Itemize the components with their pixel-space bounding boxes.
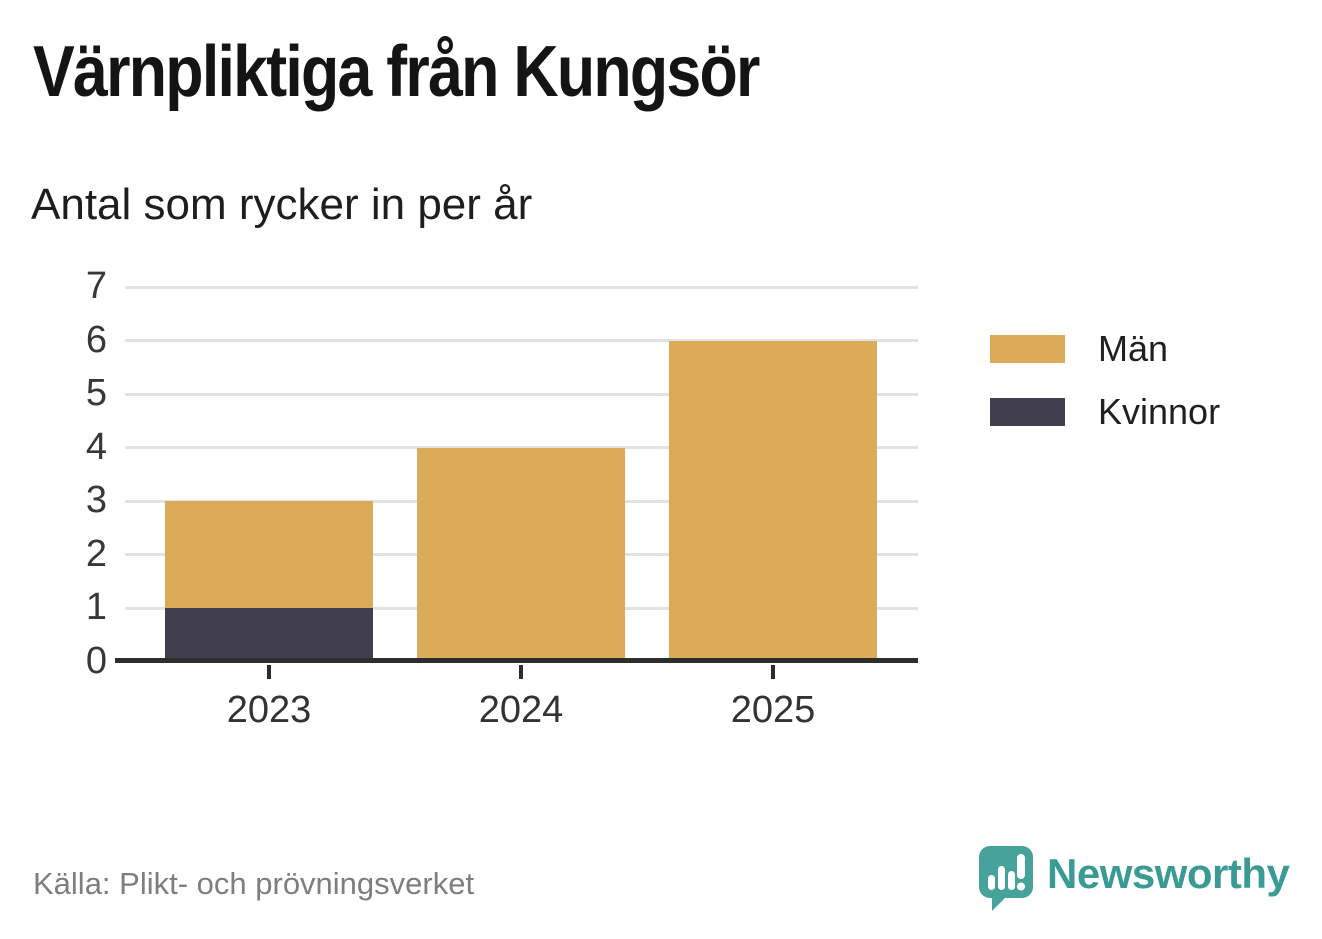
y-axis-labels: 0 1 2 3 4 5 6 7 [15, 267, 107, 680]
gridline [125, 392, 918, 396]
gridline [125, 339, 918, 343]
x-axis-label: 2025 [730, 689, 816, 731]
chart-subtitle: Antal som rycker in per år [31, 180, 533, 229]
x-axis-tick [771, 665, 775, 679]
legend-label: Män [1098, 328, 1169, 369]
plot-area: 2023 2024 2025 [115, 285, 918, 731]
legend-swatch [990, 398, 1065, 426]
legend-swatch [990, 335, 1065, 363]
bar-segment-män [165, 501, 373, 609]
bar-segment-män [669, 340, 877, 662]
newsworthy-brand: Newsworthy [978, 845, 1290, 912]
x-axis-tick [519, 665, 523, 679]
newsworthy-speech-bubble-bar-chart-icon [979, 846, 1033, 911]
y-axis-label: 1 [85, 586, 107, 629]
gridline [125, 285, 918, 289]
legend-item: Män [990, 331, 1220, 367]
bar-segment-män [417, 447, 625, 662]
y-axis-label: 5 [85, 372, 107, 415]
x-axis-label: 2023 [226, 689, 312, 731]
y-axis-label: 2 [85, 533, 107, 576]
y-axis-label: 6 [85, 318, 107, 361]
legend-item: Kvinnor [990, 394, 1220, 430]
y-axis-label: 7 [85, 265, 107, 308]
bar-segment-kvinnor [165, 608, 373, 662]
chart-title: Värnpliktiga från Kungsör [33, 32, 760, 112]
legend-label: Kvinnor [1098, 391, 1221, 432]
x-axis-label: 2024 [478, 689, 564, 731]
y-axis-label: 3 [85, 479, 107, 522]
legend: Män Kvinnor [990, 331, 1220, 457]
x-axis-line [115, 658, 918, 663]
source-text: Källa: Plikt- och prövningsverket [33, 866, 475, 901]
x-axis-tick [267, 665, 271, 679]
newsworthy-wordmark: Newsworthy [1047, 850, 1290, 897]
y-axis-label: 4 [85, 425, 107, 468]
y-axis-label: 0 [85, 640, 107, 683]
gridline [125, 446, 918, 450]
